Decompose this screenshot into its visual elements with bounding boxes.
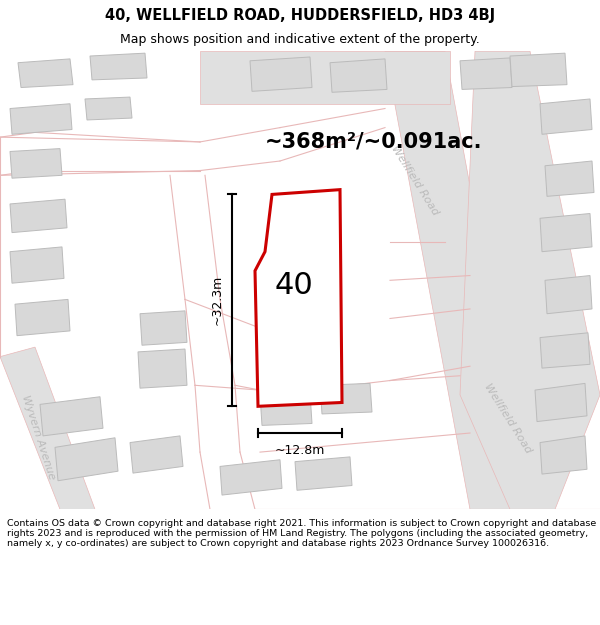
- Polygon shape: [140, 311, 187, 345]
- Text: 40, WELLFIELD ROAD, HUDDERSFIELD, HD3 4BJ: 40, WELLFIELD ROAD, HUDDERSFIELD, HD3 4B…: [105, 8, 495, 23]
- Polygon shape: [10, 104, 72, 134]
- Polygon shape: [330, 59, 387, 92]
- Polygon shape: [18, 59, 73, 88]
- Polygon shape: [320, 383, 372, 414]
- Polygon shape: [540, 99, 592, 134]
- Polygon shape: [130, 436, 183, 473]
- Text: Wyvern Avenue: Wyvern Avenue: [20, 394, 56, 481]
- Polygon shape: [15, 299, 70, 336]
- Polygon shape: [460, 58, 512, 89]
- Text: ~12.8m: ~12.8m: [275, 444, 325, 458]
- Polygon shape: [200, 51, 450, 104]
- Text: 40: 40: [274, 271, 313, 301]
- Text: ~32.3m: ~32.3m: [211, 275, 224, 326]
- Polygon shape: [535, 383, 587, 422]
- Polygon shape: [55, 438, 118, 481]
- Text: Map shows position and indicative extent of the property.: Map shows position and indicative extent…: [120, 34, 480, 46]
- Polygon shape: [10, 149, 62, 178]
- Polygon shape: [540, 436, 587, 474]
- Polygon shape: [220, 460, 282, 495]
- Polygon shape: [545, 161, 594, 196]
- Polygon shape: [385, 51, 530, 509]
- Polygon shape: [90, 53, 147, 80]
- Polygon shape: [40, 397, 103, 436]
- Polygon shape: [10, 247, 64, 283]
- Polygon shape: [460, 51, 600, 509]
- Text: ~368m²/~0.091ac.: ~368m²/~0.091ac.: [265, 132, 482, 152]
- Polygon shape: [510, 53, 567, 87]
- Polygon shape: [545, 276, 592, 314]
- Text: Wellfield Road: Wellfield Road: [482, 382, 533, 456]
- Polygon shape: [295, 457, 352, 490]
- Polygon shape: [540, 214, 592, 252]
- Polygon shape: [85, 97, 132, 120]
- Polygon shape: [540, 332, 590, 368]
- Polygon shape: [250, 57, 312, 91]
- Polygon shape: [260, 393, 312, 426]
- Polygon shape: [10, 199, 67, 232]
- Polygon shape: [0, 347, 95, 509]
- Text: Wellfield Road: Wellfield Road: [389, 143, 440, 217]
- Text: Contains OS data © Crown copyright and database right 2021. This information is : Contains OS data © Crown copyright and d…: [7, 519, 596, 548]
- Polygon shape: [255, 189, 342, 406]
- Polygon shape: [138, 349, 187, 388]
